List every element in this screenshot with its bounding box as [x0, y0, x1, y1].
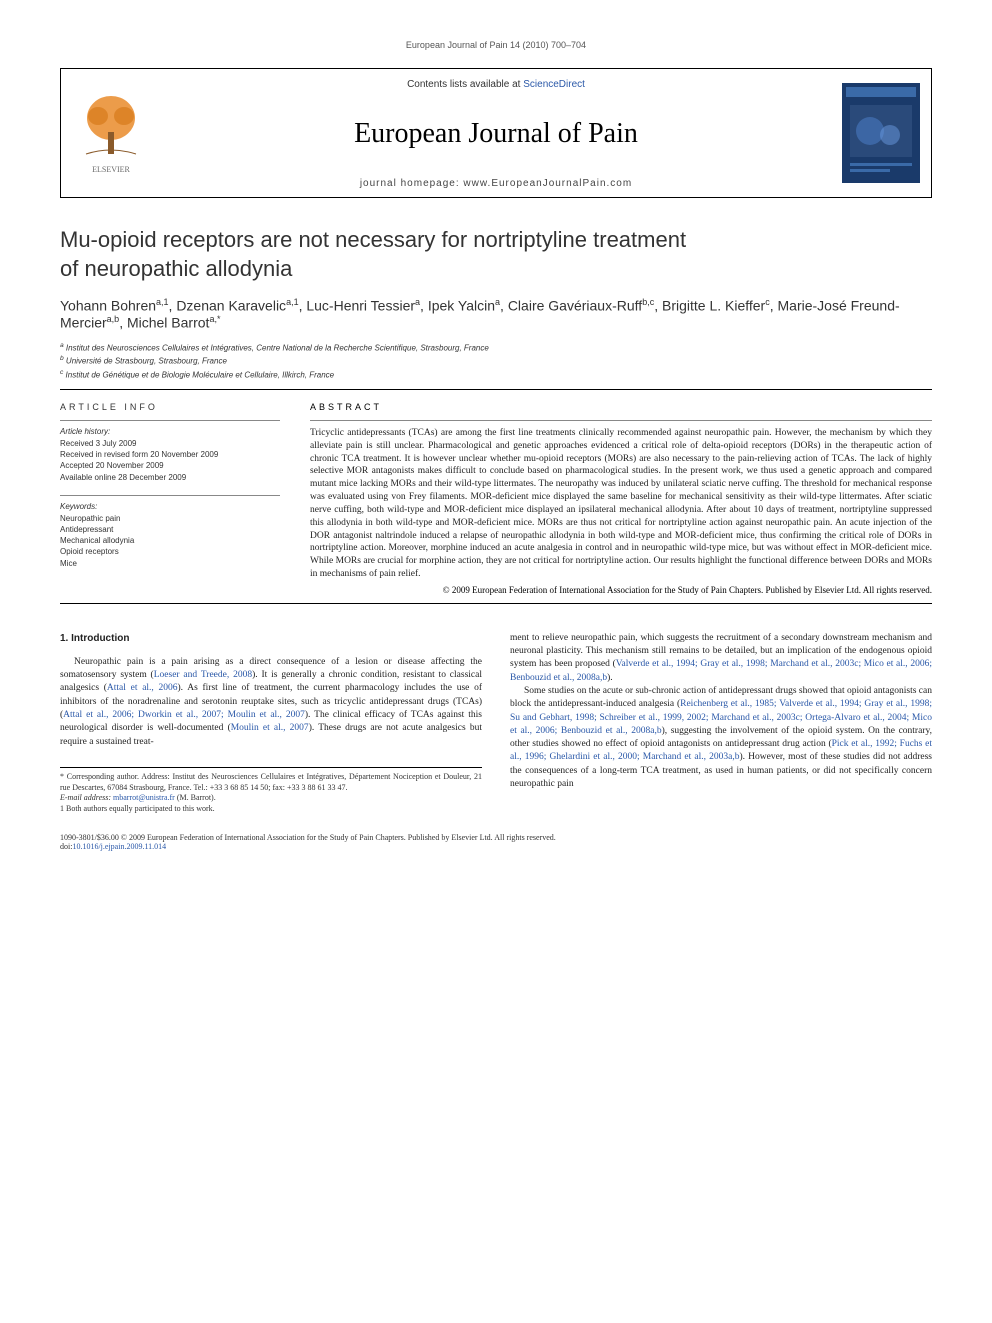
elsevier-tree-logo: ELSEVIER: [76, 88, 146, 178]
history-date: Received in revised form 20 November 200…: [60, 449, 280, 460]
keyword: Mechanical allodynia: [60, 535, 280, 546]
journal-homepage: journal homepage: www.EuropeanJournalPai…: [360, 178, 632, 189]
info-abstract-row: ARTICLE INFO Article history: Received 3…: [60, 402, 932, 595]
doi-link[interactable]: 10.1016/j.ejpain.2009.11.014: [72, 842, 166, 851]
info-divider-1: [60, 420, 280, 421]
rule-bottom: [60, 603, 932, 604]
history-label: Article history:: [60, 427, 280, 436]
masthead: ELSEVIER Contents lists available at Sci…: [60, 68, 932, 198]
ref-link[interactable]: Attal et al., 2006; Dworkin et al., 2007…: [63, 710, 305, 720]
svg-text:ELSEVIER: ELSEVIER: [92, 165, 130, 174]
masthead-center: Contents lists available at ScienceDirec…: [161, 69, 831, 197]
keywords-label: Keywords:: [60, 502, 280, 511]
keyword: Opioid receptors: [60, 546, 280, 557]
email-line: E-mail address: mbarrot@unistra.fr (M. B…: [60, 793, 482, 804]
affiliation: a Institut des Neurosciences Cellulaires…: [60, 341, 932, 354]
abstract-label: ABSTRACT: [310, 402, 932, 412]
abstract-column: ABSTRACT Tricyclic antidepressants (TCAs…: [310, 402, 932, 595]
email-link[interactable]: mbarrot@unistra.fr: [113, 793, 175, 802]
contents-prefix: Contents lists available at: [407, 79, 523, 90]
keywords-list: Neuropathic painAntidepressantMechanical…: [60, 513, 280, 569]
affiliation: c Institut de Génétique et de Biologie M…: [60, 368, 932, 381]
contents-lists-line: Contents lists available at ScienceDirec…: [407, 79, 585, 90]
history-date: Accepted 20 November 2009: [60, 460, 280, 471]
col2-para-2: Some studies on the acute or sub-chronic…: [510, 685, 932, 791]
equal-contribution: 1 Both authors equally participated to t…: [60, 804, 482, 815]
keyword: Mice: [60, 558, 280, 569]
affiliation: b Université de Strasbourg, Strasbourg, …: [60, 354, 932, 367]
affiliations: a Institut des Neurosciences Cellulaires…: [60, 341, 932, 382]
ref-link[interactable]: Attal et al., 2006: [107, 683, 178, 693]
abstract-text: Tricyclic antidepressants (TCAs) are amo…: [310, 427, 932, 581]
keyword: Neuropathic pain: [60, 513, 280, 524]
article-dates: Received 3 July 2009Received in revised …: [60, 438, 280, 483]
footer-doi: doi:10.1016/j.ejpain.2009.11.014: [60, 842, 932, 851]
journal-cover-thumb: [842, 83, 920, 183]
history-date: Available online 28 December 2009: [60, 472, 280, 483]
section-1-heading: 1. Introduction: [60, 632, 482, 646]
col2-para-1: ment to relieve neuropathic pain, which …: [510, 632, 932, 685]
body-col-left: 1. Introduction Neuropathic pain is a pa…: [60, 632, 482, 815]
abstract-copyright: © 2009 European Federation of Internatio…: [310, 585, 932, 595]
sciencedirect-link[interactable]: ScienceDirect: [523, 79, 585, 90]
page: European Journal of Pain 14 (2010) 700–7…: [0, 0, 992, 881]
rule-top: [60, 389, 932, 390]
ref-link[interactable]: Loeser and Treede, 2008: [154, 670, 252, 680]
cover-thumb-box: [831, 69, 931, 197]
footer-copyright: 1090-3801/$36.00 © 2009 European Federat…: [60, 833, 932, 842]
title-line-2: of neuropathic allodynia: [60, 256, 292, 281]
col1-para-1: Neuropathic pain is a pain arising as a …: [60, 656, 482, 749]
keyword: Antidepressant: [60, 524, 280, 535]
page-footer: 1090-3801/$36.00 © 2009 European Federat…: [60, 833, 932, 851]
publisher-logo-box: ELSEVIER: [61, 69, 161, 197]
journal-title: European Journal of Pain: [354, 118, 638, 150]
title-line-1: Mu-opioid receptors are not necessary fo…: [60, 227, 686, 252]
body-col-right: ment to relieve neuropathic pain, which …: [510, 632, 932, 815]
history-date: Received 3 July 2009: [60, 438, 280, 449]
article-info: ARTICLE INFO Article history: Received 3…: [60, 402, 280, 595]
corresponding-author: * Corresponding author. Address: Institu…: [60, 772, 482, 794]
footnotes: * Corresponding author. Address: Institu…: [60, 767, 482, 815]
body-columns: 1. Introduction Neuropathic pain is a pa…: [60, 632, 932, 815]
abstract-divider: [310, 420, 932, 421]
running-header: European Journal of Pain 14 (2010) 700–7…: [60, 40, 932, 50]
article-title: Mu-opioid receptors are not necessary fo…: [60, 226, 932, 283]
authors: Yohann Bohrena,1, Dzenan Karavelica,1, L…: [60, 297, 932, 330]
ref-link[interactable]: Moulin et al., 2007: [231, 723, 309, 733]
article-info-label: ARTICLE INFO: [60, 402, 280, 412]
info-divider-2: [60, 495, 280, 496]
